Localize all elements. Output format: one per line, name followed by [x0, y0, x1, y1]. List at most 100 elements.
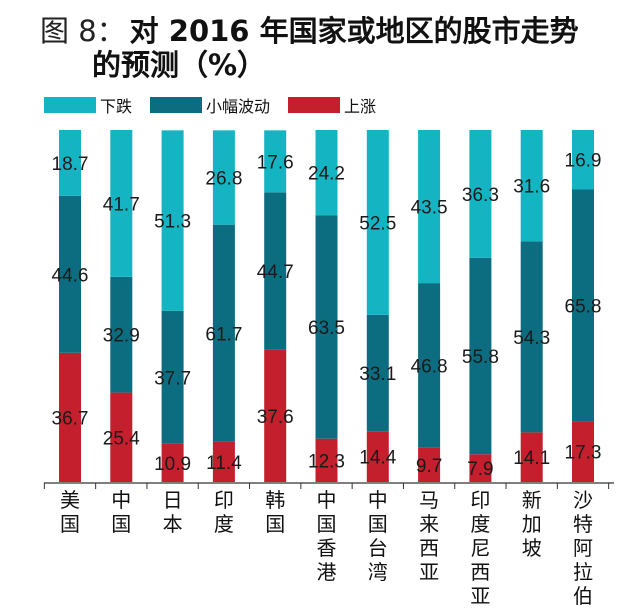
category-label-6-3: 湾 — [368, 560, 388, 584]
title-line-2: 的预测（%） — [92, 48, 267, 82]
legend-label-up: 上涨 — [344, 97, 377, 116]
label-down-2: 51.3 — [154, 212, 191, 233]
label-up-6: 14.4 — [359, 448, 396, 469]
category-label-9-2: 坡 — [522, 536, 542, 560]
bar-up-5 — [315, 438, 338, 482]
bar-up-3 — [212, 441, 235, 482]
label-sideways-7: 46.8 — [411, 356, 448, 377]
label-sideways-1: 32.9 — [103, 326, 140, 347]
category-label-4-0: 韩 — [265, 488, 285, 512]
category-label-9-0: 新 — [522, 488, 542, 512]
category-label-5-1: 国 — [317, 512, 337, 536]
label-sideways-4: 44.7 — [257, 262, 294, 283]
label-up-4: 37.6 — [257, 407, 294, 428]
label-down-10: 16.9 — [565, 151, 602, 172]
label-sideways-5: 63.5 — [308, 318, 345, 339]
category-label-10-0: 沙 — [573, 488, 593, 512]
label-up-7: 9.7 — [416, 456, 442, 477]
bar-down-6 — [366, 130, 389, 315]
label-sideways-9: 54.3 — [513, 328, 550, 349]
category-label-7-0: 马 — [419, 488, 439, 512]
label-sideways-0: 44.6 — [52, 265, 89, 286]
category-label-1-0: 中 — [111, 488, 131, 512]
bar-up-2 — [161, 443, 184, 482]
label-up-2: 10.9 — [154, 454, 191, 475]
bar-sideways-10 — [572, 189, 594, 422]
legend-item-up: 上涨 — [288, 93, 376, 117]
bar-down-1 — [110, 130, 133, 277]
bar-up-10 — [572, 421, 594, 482]
label-down-9: 31.6 — [513, 177, 550, 198]
bar-sideways-5 — [315, 215, 338, 439]
bar-up-8 — [469, 454, 492, 482]
label-up-9: 14.1 — [513, 448, 550, 469]
bar-down-4 — [264, 130, 287, 193]
label-sideways-10: 65.8 — [565, 296, 602, 317]
category-label-5-3: 港 — [317, 560, 337, 584]
category-label-6-2: 台 — [368, 536, 388, 560]
label-sideways-8: 55.8 — [462, 347, 499, 368]
bar-down-2 — [161, 130, 184, 311]
label-sideways-6: 33.1 — [359, 364, 396, 385]
bar-up-4 — [264, 349, 287, 482]
bar-up-7 — [418, 447, 441, 482]
category-label-2-0: 日 — [163, 488, 183, 512]
legend-item-down: 下跌 — [44, 93, 132, 117]
category-label-7-2: 西 — [419, 536, 439, 560]
category-label-6-0: 中 — [368, 488, 388, 512]
category-label-4-1: 国 — [265, 512, 285, 536]
bar-sideways-1 — [110, 276, 133, 393]
bar-up-6 — [366, 431, 389, 482]
category-label-7-1: 来 — [419, 512, 439, 536]
bar-sideways-6 — [366, 314, 389, 432]
label-up-5: 12.3 — [308, 451, 345, 472]
category-label-0-0: 美 — [60, 488, 80, 512]
label-down-6: 52.5 — [359, 213, 396, 234]
bar-sideways-9 — [520, 241, 543, 433]
label-up-3: 11.4 — [206, 453, 242, 474]
category-label-8-0: 印 — [470, 488, 490, 512]
label-down-3: 26.8 — [205, 169, 242, 190]
category-label-8-3: 西 — [470, 560, 490, 584]
bar-up-0 — [59, 352, 81, 482]
label-down-7: 43.5 — [411, 198, 448, 219]
bar-sideways-2 — [161, 310, 184, 444]
label-up-1: 25.4 — [103, 428, 140, 449]
category-label-3-1: 度 — [214, 512, 234, 536]
category-label-5-0: 中 — [317, 488, 337, 512]
bar-sideways-8 — [469, 257, 492, 455]
legend-swatch-down — [44, 97, 96, 113]
chart-title: 图 8： 对 2016 年国家或地区的股市走势 — [40, 8, 610, 48]
bar-sideways-4 — [264, 192, 287, 350]
bar-sideways-3 — [212, 224, 235, 442]
legend-label-down: 下跌 — [100, 97, 133, 116]
label-down-5: 24.2 — [308, 164, 345, 185]
bar-sideways-7 — [418, 283, 441, 448]
label-down-8: 36.3 — [462, 185, 499, 206]
category-label-10-1: 特 — [573, 512, 593, 536]
legend-item-sideways: 小幅波动 — [150, 93, 270, 117]
legend-swatch-sideways — [150, 97, 203, 113]
category-label-5-2: 香 — [317, 536, 337, 560]
category-label-2-1: 本 — [163, 512, 183, 536]
bar-up-9 — [520, 432, 543, 482]
category-label-8-1: 度 — [470, 512, 490, 536]
legend: 下跌 小幅波动 上涨 — [44, 93, 394, 117]
category-label-10-2: 阿 — [573, 536, 593, 560]
label-up-0: 36.7 — [52, 408, 89, 429]
category-label-6-1: 国 — [368, 512, 388, 536]
bar-sideways-0 — [59, 195, 81, 353]
label-sideways-2: 37.7 — [154, 368, 191, 389]
bar-down-5 — [315, 130, 338, 216]
category-label-7-3: 亚 — [419, 560, 439, 584]
bar-up-1 — [110, 392, 133, 482]
title-line-1: 对 2016 年国家或地区的股市走势 — [129, 14, 579, 48]
legend-swatch-up — [288, 97, 341, 113]
label-sideways-3: 61.7 — [205, 324, 242, 345]
bar-down-8 — [469, 130, 492, 258]
category-label-8-4: 亚 — [470, 584, 490, 608]
category-label-3-0: 印 — [214, 488, 234, 512]
category-label-10-3: 拉 — [573, 560, 593, 584]
category-label-1-1: 国 — [111, 512, 131, 536]
